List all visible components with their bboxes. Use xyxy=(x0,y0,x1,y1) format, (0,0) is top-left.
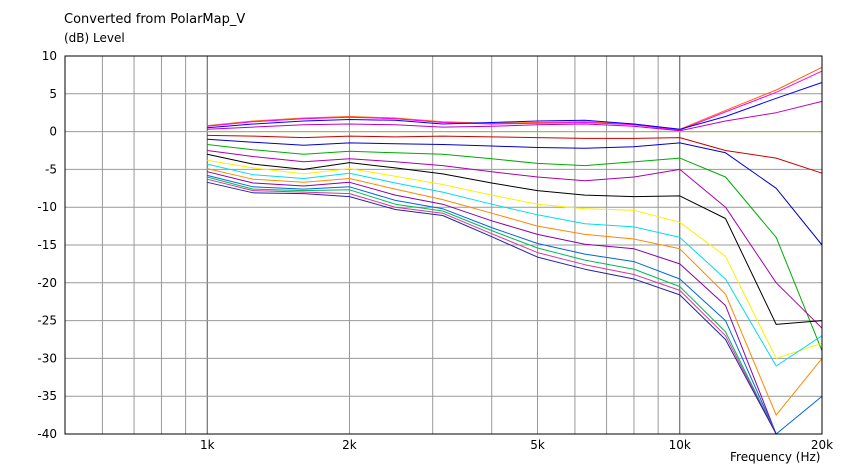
axis-tick-labels: 10 5 0 -5 -10 -15 -20 -25 -30 -35 -40 1k 2k 5k 10k 20k xyxy=(37,49,833,452)
series-line-11 xyxy=(207,159,823,359)
y-tick-label: -40 xyxy=(37,427,57,441)
x-tick-label: 20k xyxy=(811,438,833,452)
series-line-12 xyxy=(207,163,823,367)
series-line-7 xyxy=(207,138,823,246)
y-tick-label: 0 xyxy=(49,125,57,139)
x-axis-label: Frequency (Hz) xyxy=(730,450,821,464)
series-lines xyxy=(207,66,823,435)
series-line-8 xyxy=(207,144,823,351)
y-tick-label: -25 xyxy=(37,314,57,328)
series-line-15 xyxy=(207,174,823,435)
x-tick-label: 5k xyxy=(530,438,545,452)
plot-grid xyxy=(65,55,822,435)
series-line-3 xyxy=(207,82,823,130)
chart-title: Converted from PolarMap_V xyxy=(64,12,246,27)
y-tick-label: -30 xyxy=(37,351,57,365)
series-line-18 xyxy=(207,181,822,435)
x-tick-label: 1k xyxy=(200,438,215,452)
y-tick-label: 5 xyxy=(49,87,57,101)
x-tick-label: 10k xyxy=(669,438,691,452)
y-tick-label: -20 xyxy=(37,276,57,290)
series-line-6 xyxy=(207,134,823,174)
plot-frame xyxy=(64,55,823,435)
series-line-2 xyxy=(207,70,823,131)
x-tick-label: 2k xyxy=(342,438,357,452)
y-axis-label: (dB) Level xyxy=(64,31,125,45)
y-tick-label: -15 xyxy=(37,238,57,252)
series-line-9 xyxy=(207,150,823,329)
series-line-17 xyxy=(207,178,822,435)
y-tick-label: -35 xyxy=(37,389,57,403)
series-line-13 xyxy=(207,168,823,416)
series-line-10 xyxy=(207,153,823,325)
series-line-16 xyxy=(207,176,822,435)
series-line-4 xyxy=(207,100,823,132)
y-tick-label: 10 xyxy=(42,49,57,63)
series-line-1 xyxy=(207,66,823,130)
series-line-14 xyxy=(207,171,822,435)
y-tick-label: -5 xyxy=(45,162,57,176)
y-tick-label: -10 xyxy=(37,200,57,214)
